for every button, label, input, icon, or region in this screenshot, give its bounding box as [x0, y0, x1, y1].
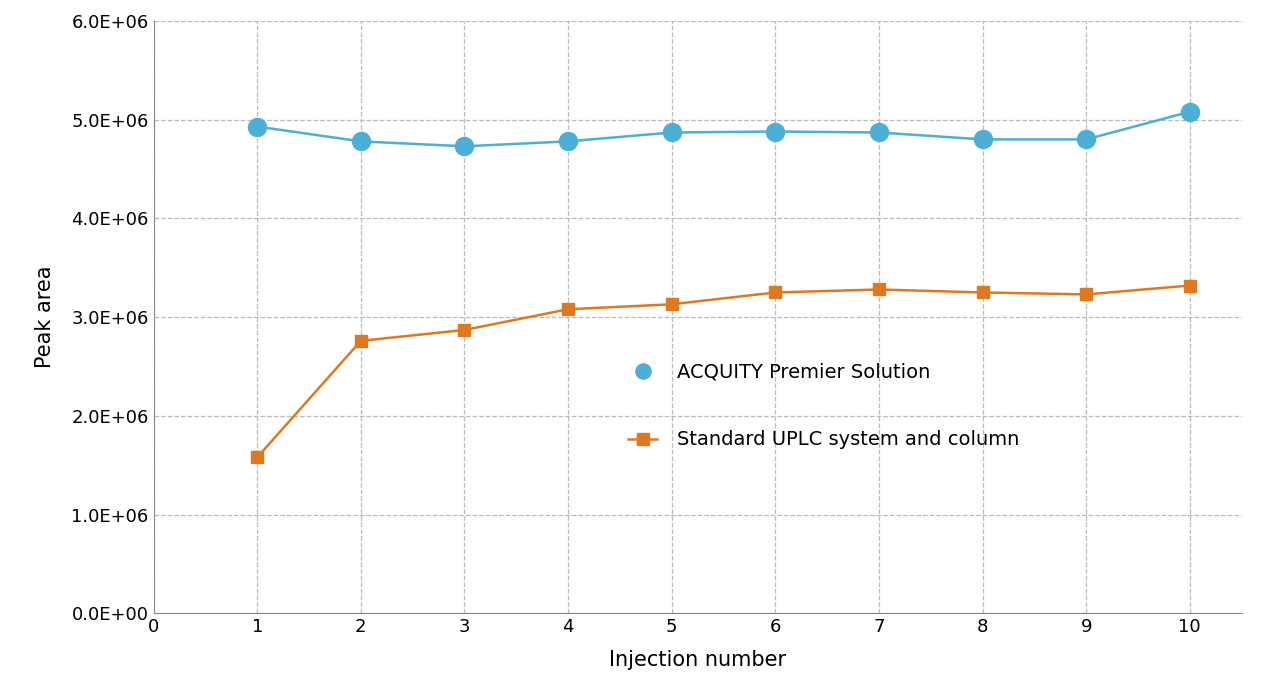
- Legend: ACQUITY Premier Solution, Standard UPLC system and column: ACQUITY Premier Solution, Standard UPLC …: [621, 355, 1027, 457]
- Y-axis label: Peak area: Peak area: [35, 266, 55, 369]
- X-axis label: Injection number: Injection number: [609, 650, 786, 670]
